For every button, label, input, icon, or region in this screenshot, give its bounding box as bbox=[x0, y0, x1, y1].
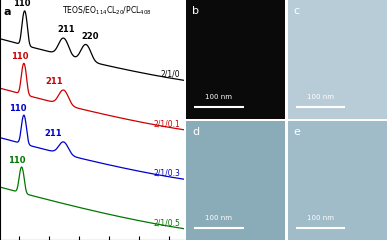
Text: 110: 110 bbox=[11, 52, 28, 61]
Text: b: b bbox=[192, 6, 199, 16]
Text: 2/1/0: 2/1/0 bbox=[161, 70, 180, 79]
Text: 100 nm: 100 nm bbox=[307, 94, 334, 100]
Text: 2/1/0.1: 2/1/0.1 bbox=[154, 119, 180, 128]
Text: 211: 211 bbox=[46, 77, 63, 86]
Text: 211: 211 bbox=[58, 25, 75, 34]
Text: 100 nm: 100 nm bbox=[307, 215, 334, 221]
Text: 211: 211 bbox=[44, 129, 62, 138]
Text: c: c bbox=[294, 6, 300, 16]
Text: 110: 110 bbox=[9, 104, 27, 113]
Text: d: d bbox=[192, 127, 199, 137]
Text: a: a bbox=[3, 7, 11, 17]
Text: 110: 110 bbox=[13, 0, 31, 8]
Text: e: e bbox=[294, 127, 301, 137]
Text: 110: 110 bbox=[9, 156, 26, 165]
Text: 100 nm: 100 nm bbox=[205, 94, 232, 100]
Text: 100 nm: 100 nm bbox=[205, 215, 232, 221]
Text: 220: 220 bbox=[82, 31, 99, 41]
Text: 2/1/0.5: 2/1/0.5 bbox=[154, 218, 180, 227]
Text: 2/1/0.3: 2/1/0.3 bbox=[154, 169, 180, 178]
Text: TEOS/EO$_{114}$CL$_{20}$/PCL$_{408}$: TEOS/EO$_{114}$CL$_{20}$/PCL$_{408}$ bbox=[62, 5, 151, 17]
